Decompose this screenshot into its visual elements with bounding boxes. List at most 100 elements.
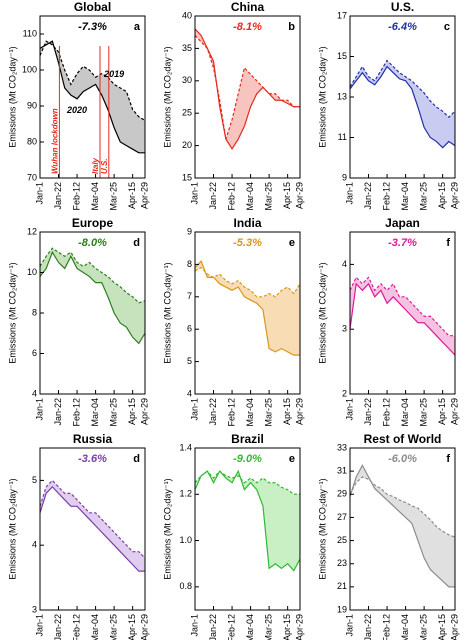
y-tick-label: 6: [32, 348, 37, 358]
x-tick-label: Jan-22: [363, 182, 373, 210]
x-tick-label: Jan-1: [34, 182, 44, 205]
x-tick-label: Mar-25: [108, 614, 118, 640]
x-tick-label: Jan-1: [189, 398, 199, 421]
panel-letter: d: [133, 453, 140, 465]
y-tick-label: 5: [32, 475, 37, 485]
x-tick-label: Apr-15: [127, 398, 137, 425]
y-tick-label: 29: [337, 489, 347, 499]
series-line: [194, 470, 300, 495]
x-tick-label: Apr-29: [449, 398, 459, 425]
plot-frame: [39, 447, 146, 611]
plot-frame: [194, 447, 301, 611]
x-tick-label: Jan-1: [189, 614, 199, 637]
series-line: [39, 247, 146, 304]
panel-annotation: -6.0%: [388, 453, 417, 465]
x-tick-label: Jan-22: [53, 182, 63, 210]
panel-letter: e: [289, 237, 295, 249]
event-label: Wuhan lockdown: [51, 108, 60, 174]
plot-frame: [194, 231, 301, 395]
x-tick-label: Mar-04: [90, 614, 100, 640]
panel-title: China: [231, 0, 265, 14]
y-tick-label: 100: [22, 64, 37, 74]
y-tick-label: 9: [342, 172, 347, 182]
x-tick-label: Jan-22: [208, 614, 218, 640]
panel: Brazil -9.0% e 0.8 1.0 1.2 1.4 Jan-1 Jan-22 Feb-1…: [162, 432, 304, 640]
y-tick-label: 30: [182, 75, 192, 85]
panel-annotation: -8.1%: [233, 21, 262, 33]
x-tick-label: Apr-29: [139, 398, 149, 425]
y-tick-label: 5: [187, 356, 192, 366]
panel-annotation: -9.0%: [233, 453, 262, 465]
y-axis-label: Emissions (Mt CO₂day⁻¹): [317, 46, 327, 147]
plot-frame: [349, 447, 456, 611]
x-tick-label: Jan-1: [189, 182, 199, 205]
panel-letter: f: [446, 453, 450, 465]
x-tick-label: Apr-15: [282, 182, 292, 209]
x-tick-label: Feb-12: [226, 398, 236, 427]
x-tick-label: Apr-29: [294, 614, 304, 640]
x-tick-label: Apr-15: [437, 398, 447, 425]
x-tick-label: Apr-15: [437, 614, 447, 640]
y-tick-label: 4: [32, 388, 37, 398]
y-tick-label: 8: [32, 307, 37, 317]
panel-title: Rest of World: [364, 432, 442, 446]
panel: Japan -3.7% f 2 3 4 Jan-1 Jan-22 Feb-12 Mar-04 Mar…: [317, 216, 459, 426]
y-tick-label: 1.4: [179, 442, 192, 452]
x-tick-label: Apr-29: [294, 398, 304, 425]
y-tick-label: 6: [187, 324, 192, 334]
x-tick-label: Jan-22: [363, 398, 373, 426]
y-tick-label: 15: [337, 51, 347, 61]
panel-letter: b: [288, 21, 295, 33]
y-tick-label: 4: [32, 540, 37, 550]
x-tick-label: Feb-12: [381, 182, 391, 211]
gap-fill: [40, 248, 145, 344]
y-tick-label: 9: [187, 226, 192, 236]
series-line: [349, 464, 455, 588]
y-tick-label: 7: [187, 291, 192, 301]
panel: Global Wuhan lockdown Italy U.S. 2020 2019 -7.…: [7, 0, 149, 210]
x-tick-label: Feb-12: [226, 614, 236, 640]
y-tick-label: 3: [342, 324, 347, 334]
y-tick-label: 19: [337, 604, 347, 614]
y-tick-label: 1.2: [179, 489, 192, 499]
panel-annotation: -8.0%: [78, 237, 107, 249]
gap-fill: [195, 28, 300, 149]
x-tick-label: Mar-25: [418, 182, 428, 211]
series-line: [194, 266, 301, 298]
x-tick-label: Apr-15: [127, 182, 137, 209]
y-axis-label: Emissions (Mt CO₂day⁻¹): [162, 262, 172, 363]
panel-annotation: -7.3%: [78, 21, 107, 33]
x-tick-label: Apr-15: [282, 398, 292, 425]
panel-title: Global: [74, 0, 111, 14]
y-tick-label: 0.8: [179, 581, 192, 591]
x-tick-label: Feb-12: [381, 614, 391, 640]
panel-letter: c: [444, 21, 450, 33]
panel-annotation: -5.3%: [233, 237, 262, 249]
panel: India -5.3% e 4 5 6 7 8 9 Jan-1 Jan-22 Feb-12 Mar-04…: [162, 216, 304, 426]
x-tick-label: Mar-04: [245, 614, 255, 640]
plot-frame: [39, 15, 146, 179]
y-axis-label: Emissions (Mt CO₂day⁻¹): [162, 478, 172, 579]
x-tick-label: Jan-22: [208, 398, 218, 426]
series-line: [349, 59, 456, 119]
event-label: Italy: [91, 157, 100, 174]
panel-annotation: -3.6%: [78, 453, 107, 465]
series-line: [194, 469, 301, 572]
y-tick-label: 23: [337, 558, 347, 568]
panel-annotation: -6.4%: [388, 21, 417, 33]
y-tick-label: 2: [342, 388, 347, 398]
series-line: [349, 476, 456, 538]
x-tick-label: Jan-22: [363, 614, 373, 640]
x-tick-label: Mar-25: [108, 182, 118, 211]
series-line: [39, 40, 145, 154]
y-axis-label: Emissions (Mt CO₂day⁻¹): [317, 262, 327, 363]
event-label: U.S.: [100, 158, 109, 174]
y-tick-label: 31: [337, 466, 347, 476]
x-tick-label: Jan-1: [344, 398, 354, 421]
panel: Russia -3.6% d 3 4 5 Jan-1 Jan-22 Feb-12 Mar-04 Ma…: [7, 432, 149, 640]
x-tick-label: Mar-25: [108, 398, 118, 427]
plot-frame: [349, 15, 456, 179]
y-axis-label: Emissions (Mt CO₂day⁻¹): [7, 46, 17, 147]
x-tick-label: Mar-04: [400, 614, 410, 640]
x-tick-label: Mar-25: [263, 398, 273, 427]
